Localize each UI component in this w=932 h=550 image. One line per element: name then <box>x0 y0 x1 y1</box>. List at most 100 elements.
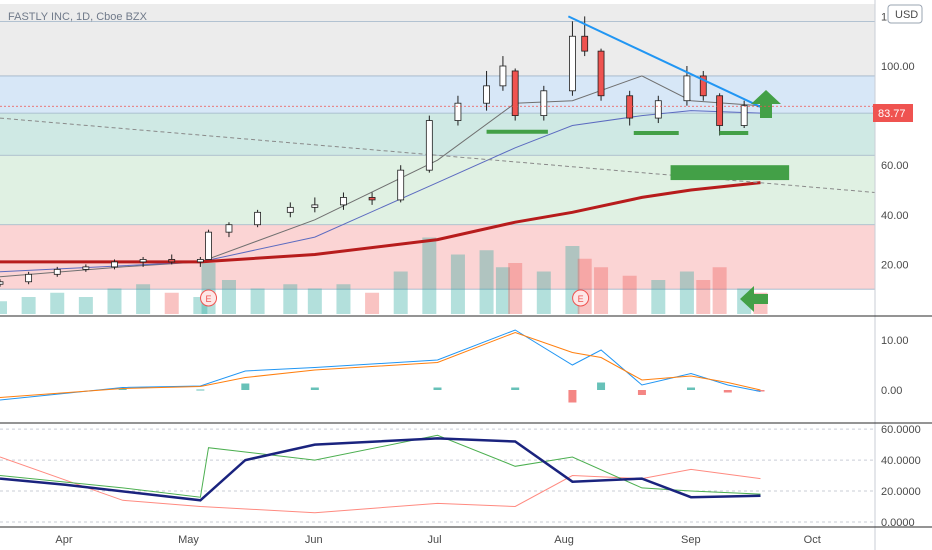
candle-body <box>82 266 90 270</box>
candle-body <box>654 100 662 119</box>
macd-histogram-bar <box>687 387 696 390</box>
candle-body <box>286 206 294 213</box>
macd-histogram-bar <box>637 390 646 395</box>
candle-body <box>53 268 61 275</box>
volume-bar <box>622 275 637 314</box>
earnings-marker <box>200 289 218 307</box>
earnings-marker <box>572 289 590 307</box>
last-price-badge: 83.77 <box>873 104 913 122</box>
background <box>0 4 875 290</box>
candle-body <box>499 65 507 87</box>
volume-bar <box>250 288 265 314</box>
moving-average-line <box>0 181 761 264</box>
last-price-label: 83.77 <box>878 108 906 120</box>
volume-bar <box>221 280 236 314</box>
candle-body <box>540 90 548 117</box>
candle-body <box>311 204 319 208</box>
moving-average-line <box>0 75 761 278</box>
volume-bar <box>307 288 322 314</box>
moving-average-line <box>0 110 761 273</box>
candle-body <box>340 197 347 206</box>
macd-histogram-bar <box>433 387 442 390</box>
macd-panel <box>0 329 765 403</box>
dmi-tick-label: 0.0000 <box>881 517 915 529</box>
volume-bar <box>365 292 380 314</box>
volume-bar <box>450 254 465 314</box>
macd-histogram-bar <box>118 389 127 390</box>
volume-bar <box>508 263 523 314</box>
volume-bar <box>107 288 122 314</box>
candle-body <box>205 231 212 260</box>
fib-band-0 <box>0 4 875 22</box>
x-tick-label: Jul <box>428 534 442 546</box>
di-plus-line <box>0 434 761 498</box>
macd-histogram-bar <box>196 389 205 391</box>
volume-bar <box>479 250 494 314</box>
candle-body <box>225 224 233 233</box>
volume-bar <box>594 267 609 314</box>
volume-bars <box>0 237 768 314</box>
dmi-tick-label: 40.0000 <box>881 455 921 467</box>
candle-body <box>254 211 261 226</box>
di-minus-line <box>0 456 761 514</box>
x-tick-label: Apr <box>55 534 72 546</box>
chart-title: FASTLY INC, 1D, Cboe BZX <box>8 11 148 23</box>
fib-band-2 <box>0 75 875 114</box>
x-tick-label: Sep <box>681 534 701 546</box>
volume-bar <box>164 292 179 314</box>
adx-line <box>0 437 761 502</box>
macd-histogram-bar <box>568 390 577 403</box>
macd-histogram-bar <box>756 390 765 392</box>
x-tick-label: May <box>178 534 199 546</box>
candle-body <box>454 102 462 121</box>
volume-bar <box>679 271 694 314</box>
volume-bar <box>78 297 93 314</box>
volume-bar <box>495 267 510 314</box>
descending-trendline <box>567 15 770 112</box>
up-arrow-icon <box>751 90 781 118</box>
candle-body <box>425 120 433 171</box>
currency-label: USD <box>895 9 918 21</box>
candle-body <box>740 105 748 126</box>
dmi-panel <box>0 428 875 523</box>
volume-bar <box>136 284 151 314</box>
currency-button[interactable]: USD <box>887 4 923 24</box>
left-arrow-icon <box>740 286 768 312</box>
volume-bar <box>536 271 551 314</box>
price-tick-label: 60.00 <box>881 160 909 172</box>
candle-body <box>683 75 691 102</box>
x-tick-label: Aug <box>554 534 574 546</box>
candle-body <box>483 85 490 104</box>
candle-body <box>368 197 376 201</box>
x-tick-label: Oct <box>804 534 821 546</box>
price-tick-label: 40.00 <box>881 210 909 222</box>
volume-bar <box>422 237 437 314</box>
target-zone <box>670 165 790 181</box>
macd-histogram-bar <box>511 387 520 390</box>
volume-bar <box>696 280 711 314</box>
volume-bar <box>651 280 666 314</box>
macd-histogram-bar <box>310 387 319 390</box>
macd-tick-label: 0.00 <box>881 385 902 397</box>
candle-body <box>626 95 634 119</box>
fib-band-5 <box>0 224 875 290</box>
candle-body <box>397 169 405 201</box>
price-tick-label: 20.00 <box>881 259 909 271</box>
candle-body <box>581 35 589 52</box>
macd-histogram-bar <box>597 382 606 390</box>
candle-body <box>196 259 204 263</box>
candle-body <box>597 50 605 97</box>
candle-body <box>139 259 147 263</box>
macd-histogram-bar <box>241 383 250 390</box>
signal-line <box>0 331 761 398</box>
volume-bar <box>712 267 727 314</box>
candle-body <box>168 259 176 263</box>
volume-bar <box>393 271 408 314</box>
candle-body <box>569 35 576 92</box>
volume-bar <box>283 284 298 314</box>
volume-bar <box>0 301 7 314</box>
volume-bar <box>50 292 65 314</box>
price-tick-label: 100.00 <box>881 61 915 73</box>
